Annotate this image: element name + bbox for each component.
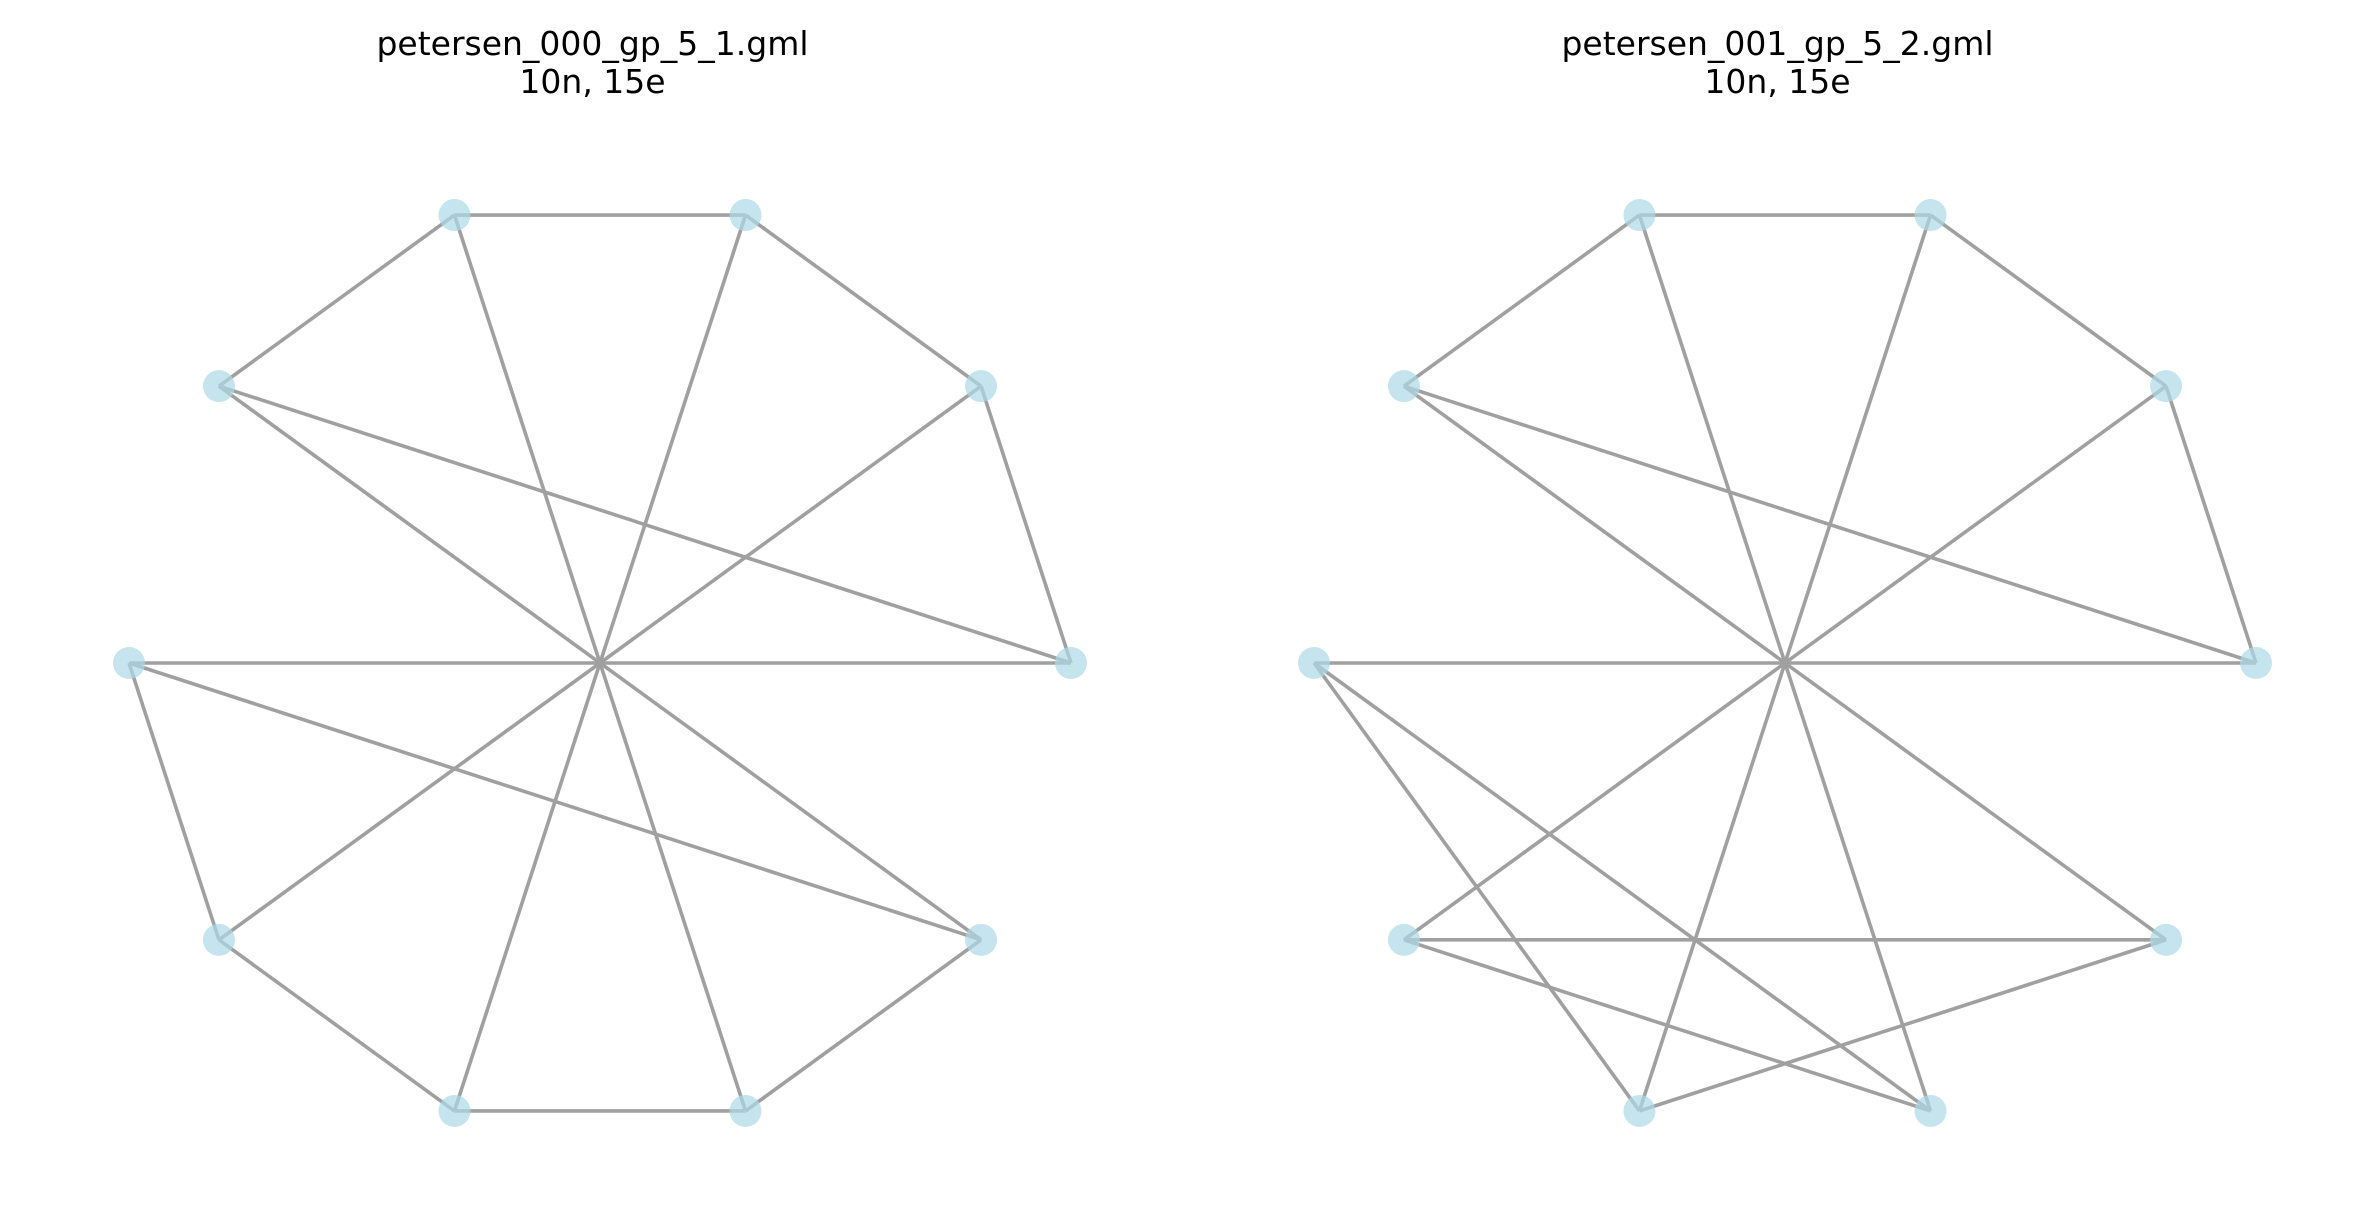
graph-panel-2: petersen_001_gp_5_2.gml 10n, 15e	[1185, 0, 2370, 1227]
graph-node	[2150, 923, 2183, 956]
graph-edge	[1402, 213, 1641, 388]
node-layer	[1298, 199, 2272, 1127]
edge-layer	[1312, 213, 2258, 1113]
graph-edge	[1929, 213, 2168, 388]
graph-edge	[744, 213, 983, 388]
graph-node	[2150, 370, 2183, 403]
graph-edge	[217, 384, 983, 942]
node-layer	[113, 199, 1087, 1127]
graph-edge	[1402, 384, 2168, 942]
graph-panel-1: petersen_000_gp_5_1.gml 10n, 15e	[113, 24, 1087, 1127]
graph-node	[1298, 647, 1330, 679]
graph-title: petersen_001_gp_5_2.gml	[1561, 24, 1994, 63]
graph-node	[438, 1094, 471, 1127]
graph-canvas	[113, 199, 1087, 1127]
graph-node	[1914, 199, 1947, 232]
graph-edge	[1312, 661, 1932, 1113]
graph-title: petersen_000_gp_5_1.gml	[376, 24, 809, 63]
graph-node	[1623, 199, 1656, 232]
graph-node	[729, 199, 762, 232]
graph-node	[1914, 1094, 1947, 1127]
graph-node	[1387, 370, 1420, 403]
graph-node	[113, 647, 145, 679]
graph-node	[202, 923, 235, 956]
graph-edge	[979, 385, 1073, 664]
graph-node	[202, 370, 235, 403]
graph-edge	[217, 213, 456, 388]
graph-node	[438, 199, 471, 232]
graph-node	[1055, 647, 1087, 679]
graph-edge	[217, 938, 456, 1113]
graph-node	[729, 1094, 762, 1127]
edge-layer	[127, 213, 1073, 1113]
graph-node	[965, 923, 998, 956]
graph-node	[1623, 1094, 1656, 1127]
graph-canvas	[1298, 199, 2272, 1127]
graph-node	[1387, 923, 1420, 956]
graph-node	[2240, 647, 2272, 679]
graph-subtitle: 10n, 15e	[519, 62, 666, 101]
graph-subtitle: 10n, 15e	[1704, 62, 1851, 101]
graph-edge	[744, 938, 983, 1113]
graph-edge	[2164, 385, 2258, 664]
graph-edge	[127, 662, 221, 941]
graph-node	[965, 370, 998, 403]
